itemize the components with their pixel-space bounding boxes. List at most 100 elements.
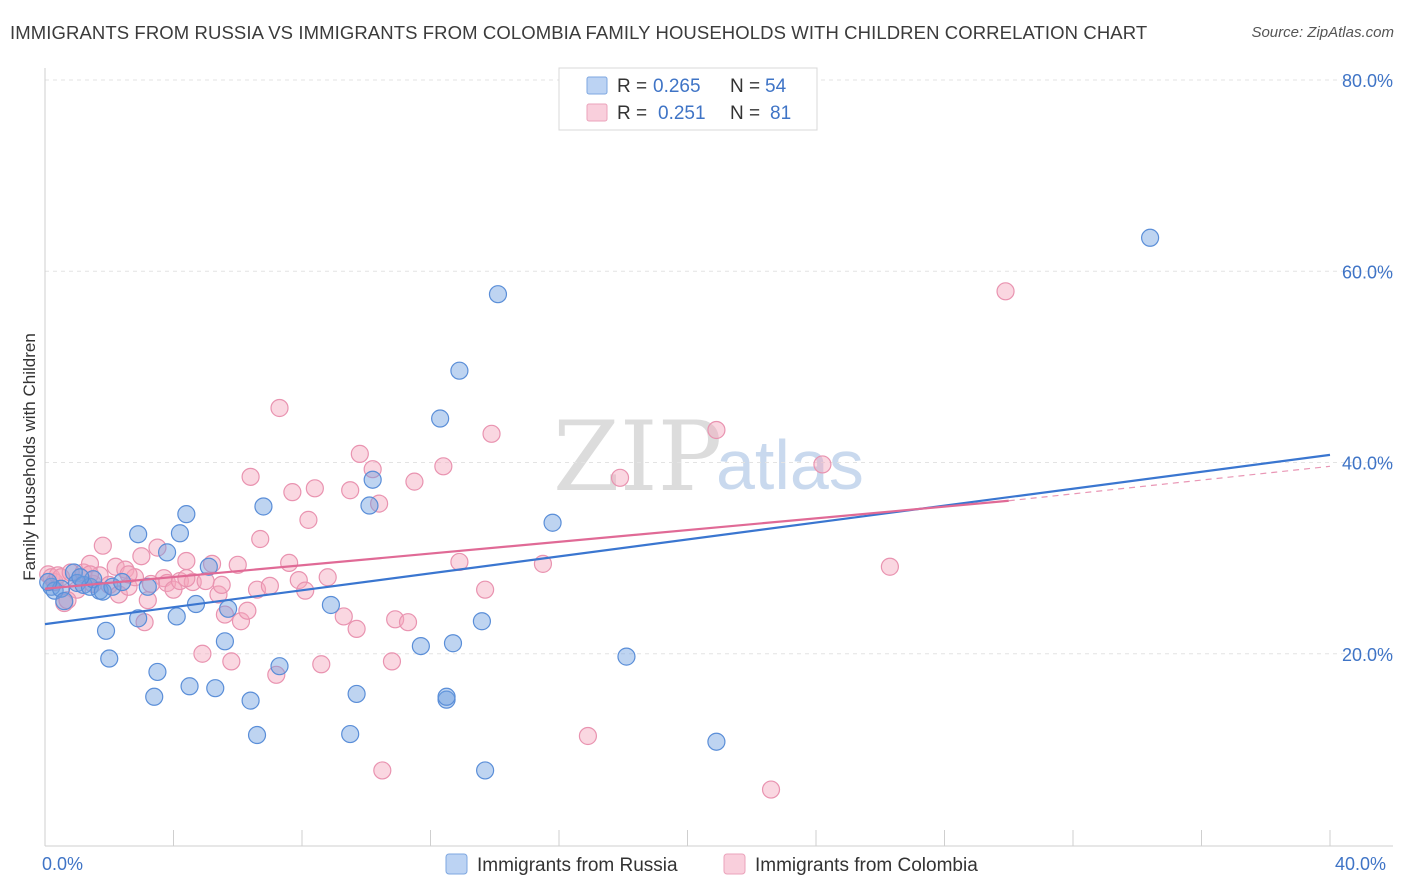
russia-point-50 — [1140, 228, 1160, 247]
y-tick-label-40: 40.0% — [1342, 454, 1393, 474]
series-colombia-points — [39, 282, 1015, 799]
russia-point-34 — [341, 724, 360, 744]
colombia-point-51 — [312, 655, 331, 674]
colombia-point-66 — [476, 580, 495, 599]
colombia-point-37 — [231, 612, 251, 631]
russia-point-26 — [206, 679, 225, 698]
y-axis-label: Family Households with Children — [20, 333, 39, 581]
russia-point-29 — [241, 691, 260, 710]
y-tick-label-80: 80.0% — [1342, 71, 1393, 91]
colombia-point-27 — [177, 551, 196, 571]
colombia-point-63 — [405, 472, 424, 491]
russia-point-51 — [39, 572, 58, 592]
russia-point-23 — [180, 677, 199, 696]
colombia-point-38 — [238, 601, 257, 620]
colombia-point-33 — [212, 575, 231, 595]
colombia-point-19 — [132, 547, 151, 566]
russia-point-39 — [431, 409, 450, 428]
colombia-point-12 — [93, 536, 112, 555]
bottom-legend-russia-swatch — [445, 853, 468, 875]
legend-russia-swatch — [586, 76, 608, 95]
colombia-trend-extension — [1008, 465, 1331, 502]
colombia-point-46 — [283, 483, 302, 502]
legend-russia-n-value: 54 — [765, 76, 787, 97]
russia-point-33 — [321, 595, 341, 615]
colombia-point-34 — [215, 605, 234, 624]
colombia-point-74 — [880, 557, 899, 576]
colombia-point-71 — [707, 420, 726, 440]
colombia-point-67 — [482, 424, 501, 443]
chart-title: IMMIGRANTS FROM RUSSIA VS IMMIGRANTS FRO… — [10, 22, 1148, 43]
colombia-point-56 — [350, 444, 369, 463]
colombia-point-69 — [578, 726, 598, 746]
colombia-point-35 — [222, 652, 241, 671]
x-tick-label-min: 0.0% — [42, 854, 83, 874]
russia-point-18 — [148, 662, 167, 682]
russia-point-14 — [129, 525, 148, 544]
legend-colombia-r-value: 0.251 — [658, 103, 706, 124]
legend-colombia-r-label: R = — [617, 103, 647, 124]
watermark-atlas: atlas — [716, 426, 864, 504]
colombia-point-39 — [241, 467, 260, 486]
russia-point-19 — [157, 543, 177, 562]
bottom-legend-russia-label: Immigrants from Russia — [477, 855, 678, 876]
russia-point-22 — [177, 505, 196, 524]
series-russia-points — [39, 228, 1160, 780]
russia-point-15 — [129, 609, 148, 628]
colombia-point-55 — [347, 619, 366, 638]
russia-trend-line — [44, 453, 1331, 626]
russia-point-52 — [71, 568, 90, 587]
colombia-point-49 — [299, 510, 318, 529]
russia-point-46 — [488, 285, 508, 304]
russia-point-3 — [55, 592, 74, 611]
colombia-point-75 — [996, 282, 1015, 301]
russia-point-27 — [215, 632, 234, 651]
legend-colombia-n-value: 81 — [770, 103, 791, 124]
colombia-point-59 — [373, 761, 392, 780]
colombia-point-44 — [270, 398, 289, 418]
colombia-point-41 — [251, 529, 270, 549]
russia-point-49 — [707, 732, 726, 751]
russia-point-38 — [411, 636, 430, 656]
russia-point-21 — [170, 524, 190, 543]
colombia-point-73 — [813, 455, 832, 474]
colombia-point-32 — [209, 585, 228, 604]
russia-point-43 — [450, 361, 469, 380]
russia-point-44 — [472, 612, 491, 631]
colombia-point-78 — [177, 569, 196, 588]
colombia-point-54 — [341, 481, 360, 500]
russia-point-36 — [360, 496, 379, 515]
russia-point-37 — [363, 470, 382, 489]
colombia-point-50 — [305, 479, 324, 498]
colombia-point-72 — [761, 780, 781, 799]
colombia-point-22 — [148, 538, 167, 557]
bottom-legend-colombia-label: Immigrants from Colombia — [755, 855, 978, 876]
colombia-point-62 — [398, 613, 418, 632]
legend-russia-r-label: R = — [617, 76, 647, 97]
colombia-point-70 — [610, 468, 630, 487]
x-axis-ticks — [44, 830, 1331, 846]
y-tick-label-20: 20.0% — [1342, 645, 1393, 665]
colombia-point-45 — [280, 553, 299, 573]
y-tick-labels: 20.0% 40.0% 60.0% 80.0% — [1342, 71, 1393, 665]
x-tick-label-max: 40.0% — [1335, 854, 1386, 874]
colombia-point-47 — [289, 571, 308, 590]
top-legend: R = 0.265 N = 54 R = 0.251 N = 81 — [558, 67, 818, 131]
russia-point-17 — [145, 687, 164, 706]
legend-russia-r-value: 0.265 — [653, 76, 701, 97]
russia-point-32 — [270, 657, 289, 676]
colombia-point-42 — [260, 576, 279, 595]
russia-point-41 — [437, 687, 456, 706]
russia-point-30 — [247, 725, 267, 745]
colombia-point-57 — [363, 460, 382, 479]
colombia-point-31 — [202, 554, 222, 573]
colombia-point-36 — [228, 555, 247, 574]
russia-point-42 — [443, 634, 463, 653]
source-label: Source: ZipAtlas.com — [1251, 24, 1394, 41]
y-tick-label-60: 60.0% — [1342, 262, 1393, 282]
russia-point-28 — [219, 599, 238, 618]
gridlines — [45, 79, 1393, 655]
colombia-point-60 — [382, 652, 402, 671]
colombia-point-53 — [334, 607, 353, 626]
russia-point-12 — [100, 649, 119, 668]
